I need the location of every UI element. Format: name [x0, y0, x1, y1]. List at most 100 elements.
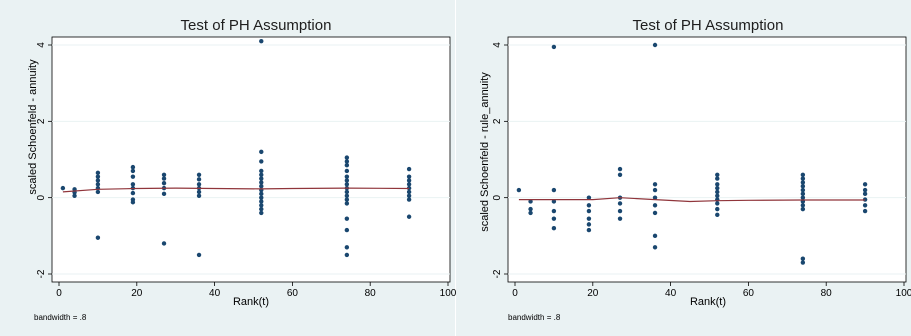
y-tick-label: 4	[36, 42, 47, 48]
x-tick-label: 80	[821, 288, 833, 299]
data-point	[259, 149, 264, 155]
chart-title: Test of PH Assumption	[633, 17, 784, 34]
smooth-line	[62, 187, 410, 193]
data-point	[95, 189, 101, 195]
data-point	[95, 178, 101, 183]
data-point	[800, 256, 806, 261]
data-point	[259, 199, 264, 204]
data-point	[161, 241, 167, 246]
y-axis-label: scaled Schoenfeld - annuity	[27, 59, 39, 195]
data-point	[196, 182, 202, 187]
data-point	[130, 182, 136, 187]
data-point	[652, 210, 658, 216]
data-point	[528, 210, 533, 216]
data-point	[259, 159, 264, 164]
data-point	[259, 195, 264, 200]
data-point	[800, 195, 806, 200]
x-axis-label: Rank(t)	[690, 296, 726, 308]
data-point	[551, 216, 557, 221]
data-point	[60, 185, 66, 191]
data-point	[130, 164, 136, 170]
data-point	[800, 203, 806, 208]
data-point	[344, 252, 350, 258]
data-point	[715, 176, 720, 181]
data-point	[344, 201, 350, 206]
data-point	[259, 191, 264, 197]
y-tick-label: 4	[492, 42, 503, 48]
y-tick-label: 2	[492, 118, 503, 124]
y-tick-label: -2	[492, 269, 503, 278]
data-point	[406, 178, 412, 183]
plot-area	[507, 36, 907, 283]
data-point	[130, 174, 136, 179]
data-point	[95, 182, 101, 187]
x-tick-label: 20	[587, 288, 599, 299]
chart-title: Test of PH Assumption	[181, 17, 332, 34]
data-point	[652, 42, 658, 48]
data-point	[406, 182, 412, 187]
data-point	[617, 166, 623, 172]
data-point	[130, 200, 136, 205]
data-point	[551, 199, 557, 204]
data-point	[196, 193, 202, 198]
y-axis-label: scaled Schoenfeld - rule_annuity	[479, 72, 491, 232]
data-point	[586, 222, 592, 227]
bandwidth-note: bandwidth = .8	[34, 313, 87, 322]
data-point	[586, 227, 592, 233]
data-point	[586, 208, 592, 214]
data-point	[130, 190, 136, 196]
data-point	[586, 216, 592, 221]
data-point	[259, 176, 264, 181]
data-point	[259, 38, 264, 44]
data-point	[344, 182, 350, 187]
x-tick-label: 40	[665, 288, 677, 299]
data-point	[800, 260, 806, 265]
data-point	[161, 176, 167, 181]
data-point	[862, 203, 868, 208]
data-point	[800, 176, 806, 181]
data-point	[617, 172, 623, 177]
data-point	[344, 193, 350, 198]
data-point	[344, 163, 350, 168]
data-point	[715, 189, 720, 195]
data-point	[196, 252, 202, 258]
data-point	[259, 180, 264, 185]
data-point	[259, 203, 264, 208]
data-point	[344, 178, 350, 183]
x-tick-label: 0	[56, 288, 62, 299]
data-point	[259, 184, 264, 189]
data-point	[344, 227, 350, 233]
data-point	[344, 189, 350, 195]
x-tick-label: 40	[209, 288, 221, 299]
data-point	[344, 168, 350, 174]
data-point	[95, 174, 101, 179]
data-point	[862, 182, 868, 187]
data-point	[344, 197, 350, 202]
data-point	[551, 208, 557, 214]
data-point	[862, 208, 868, 214]
data-point	[715, 212, 720, 218]
data-point	[715, 206, 720, 212]
data-point	[95, 235, 101, 240]
data-point	[406, 174, 412, 179]
data-point	[95, 170, 101, 176]
x-tick-label: 20	[131, 288, 143, 299]
data-point	[715, 185, 720, 191]
data-point	[344, 216, 350, 221]
data-point	[715, 193, 720, 198]
data-point	[406, 166, 412, 172]
data-point	[528, 206, 533, 212]
data-point	[344, 155, 350, 160]
data-point	[551, 187, 557, 193]
data-point	[617, 208, 623, 214]
data-point	[617, 201, 623, 206]
data-point	[344, 159, 350, 164]
data-point	[715, 172, 720, 177]
x-tick-label: 100	[896, 288, 911, 299]
plot-area	[51, 36, 451, 283]
data-point	[344, 174, 350, 179]
data-point	[652, 195, 658, 200]
